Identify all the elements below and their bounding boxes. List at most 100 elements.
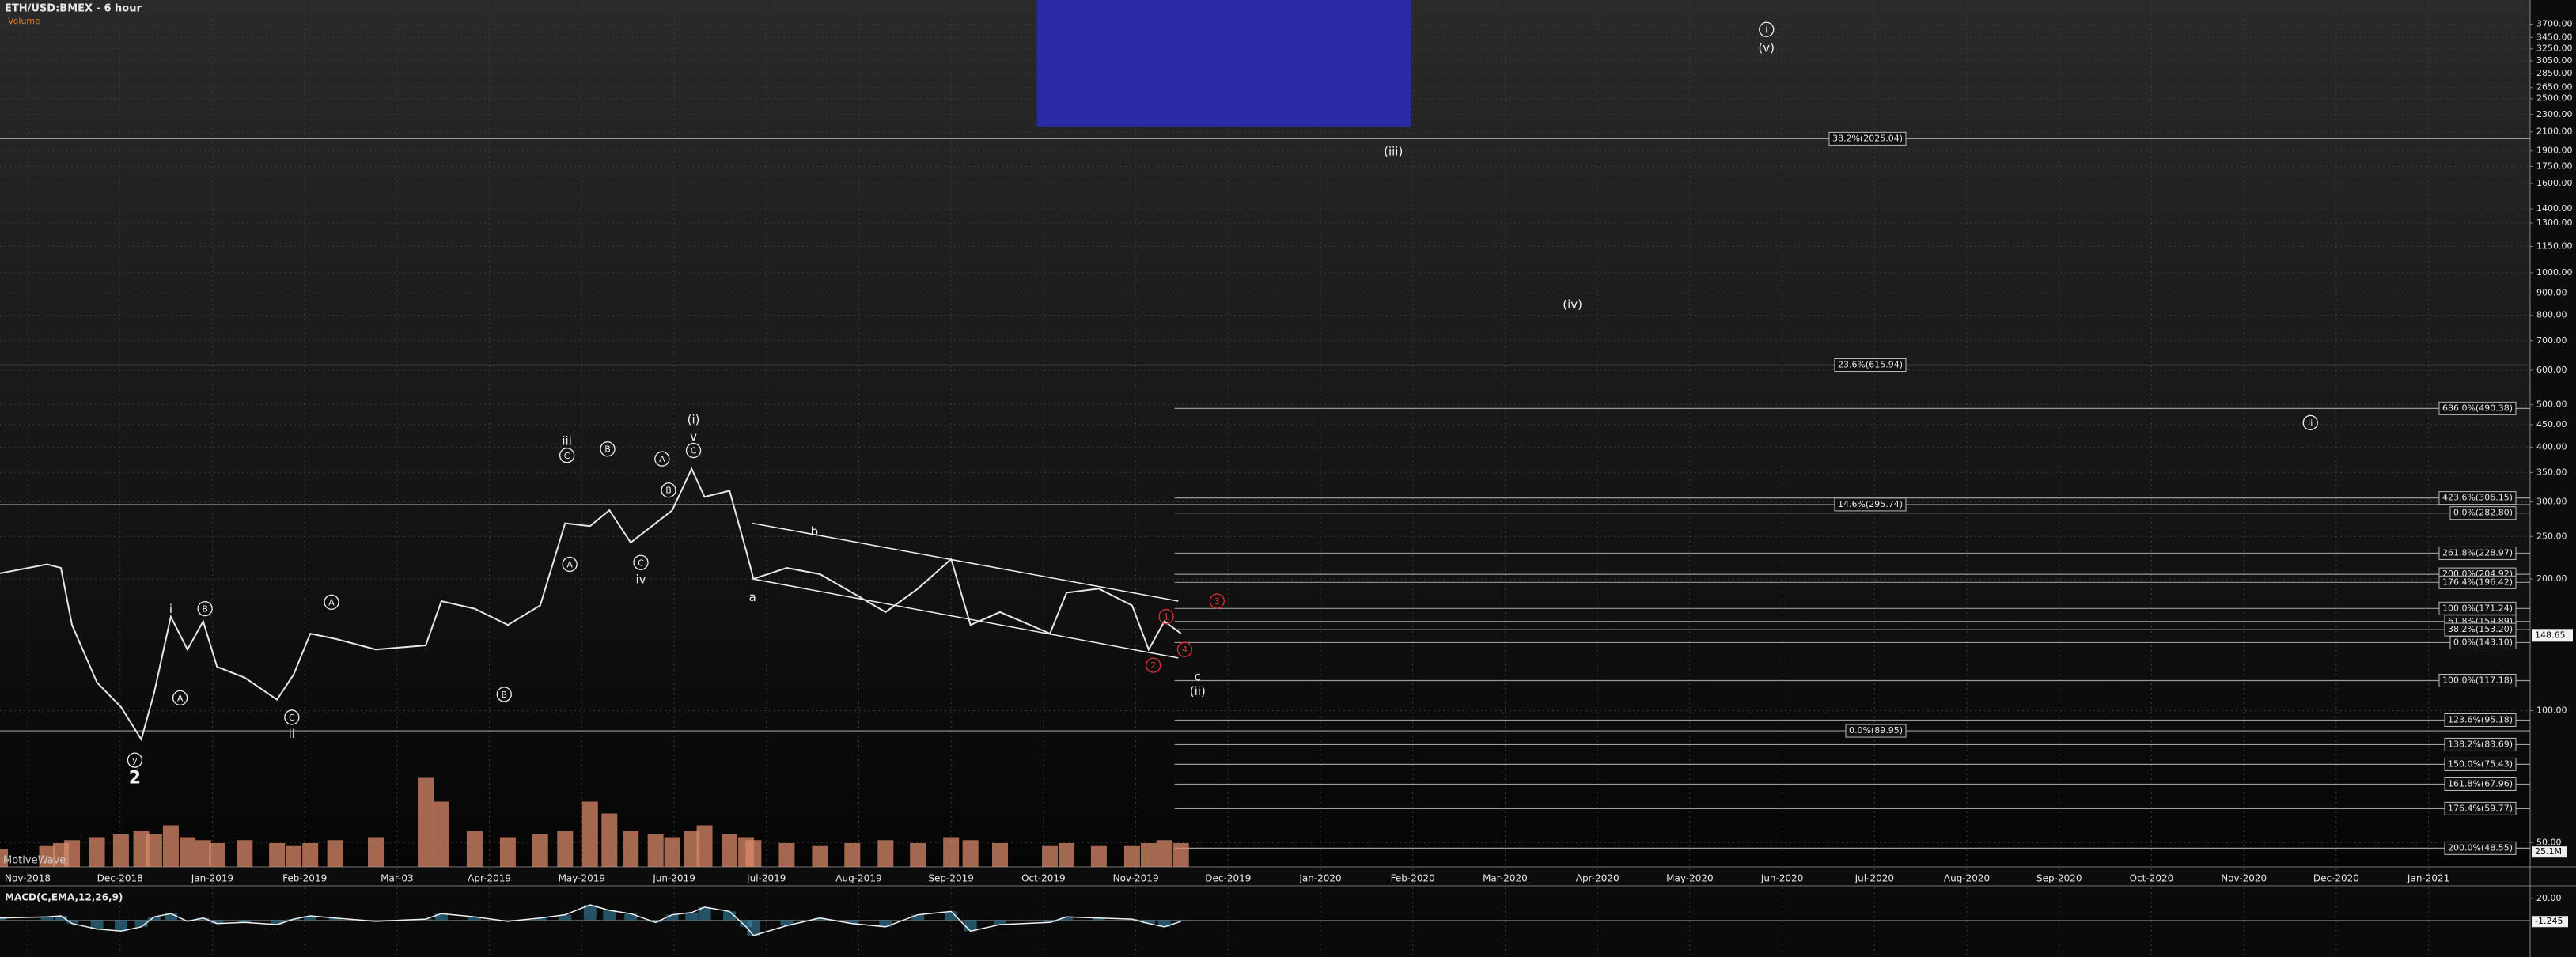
chart-subtitle: Volume — [8, 16, 40, 26]
y-tick-label: 1900.00 — [2536, 146, 2573, 156]
wave-label: ii — [289, 727, 295, 741]
x-tick-label: Aug-2019 — [835, 873, 881, 884]
y-tick-label: 200.00 — [2536, 573, 2567, 584]
y-tick-label: 1000.00 — [2536, 267, 2573, 278]
wave-label: C — [564, 451, 570, 461]
wave-circle — [600, 441, 616, 457]
wave-label: A — [177, 693, 184, 703]
volume-bar — [745, 840, 762, 867]
y-tick-label: 400.00 — [2536, 441, 2567, 452]
macd-title: MACD(C,EMA,12,26,9) — [5, 892, 123, 903]
fib-label-box — [1834, 358, 1907, 373]
macd-hist — [1060, 917, 1074, 921]
x-tick-label: Jul-2020 — [1854, 873, 1894, 884]
volume-bar — [943, 837, 960, 867]
wave-circle — [661, 482, 676, 498]
wave-circle — [1209, 593, 1225, 609]
wave-circle — [1158, 609, 1174, 625]
macd-hist — [134, 920, 148, 927]
volume-bar — [778, 843, 795, 867]
fib-label: 38.2%(153.20) — [2448, 624, 2513, 634]
volume-bar — [696, 825, 713, 867]
macd-hist — [780, 920, 794, 926]
watermark: MotiveWave — [3, 855, 66, 867]
wave-label: C — [691, 446, 697, 456]
fib-label-box — [2449, 506, 2517, 520]
wave-label: 4 — [1182, 645, 1188, 655]
volume-bar — [162, 825, 179, 867]
volume-bar — [532, 834, 548, 867]
volume-bar — [1059, 843, 1075, 867]
volume-bar — [133, 831, 150, 867]
x-tick-label: Apr-2020 — [1576, 873, 1619, 884]
y-tick-label: 2650.00 — [2536, 82, 2573, 93]
macd-hist — [603, 910, 616, 921]
y-tick-label: 100.00 — [2536, 705, 2567, 716]
fib-label-box — [2449, 635, 2517, 649]
macd-last-label: -1.245 — [2535, 916, 2563, 926]
wave-label: (ii) — [1190, 684, 1206, 698]
volume-bar — [812, 845, 828, 867]
volume-tick-box — [2532, 846, 2567, 858]
macd-hist — [559, 914, 572, 921]
wave-label: 3 — [1214, 596, 1220, 607]
x-tick-label: Feb-2019 — [282, 873, 327, 884]
volume-bar — [1090, 845, 1107, 867]
wave-circle — [324, 594, 339, 610]
wave-circle — [172, 690, 188, 706]
macd-hist — [879, 920, 892, 927]
trendline — [752, 578, 1179, 659]
macd-hist — [911, 914, 925, 921]
fib-label-box — [2444, 841, 2517, 855]
macd-hist — [238, 920, 252, 923]
macd-hist — [434, 914, 448, 921]
x-tick-label: Jun-2019 — [652, 873, 695, 884]
price-line — [0, 467, 1182, 742]
y-tick-label: 2100.00 — [2536, 127, 2573, 137]
wave-label: C — [638, 558, 644, 568]
fib-label-box — [2438, 546, 2517, 560]
macd-line — [0, 904, 1182, 936]
volume-bar — [684, 831, 700, 867]
wave-label: c — [1195, 669, 1201, 683]
wave-label: B — [665, 486, 672, 496]
fib-label: 261.8%(228.97) — [2442, 547, 2513, 558]
wave-label: 2 — [1150, 660, 1156, 671]
y-tick-label: 3450.00 — [2536, 32, 2573, 42]
volume-bar — [623, 831, 639, 867]
macd-hist — [468, 917, 481, 921]
volume-bar — [499, 837, 516, 867]
wave-label: A — [659, 454, 665, 464]
volume-bar — [466, 831, 483, 867]
wave-label: A — [328, 597, 335, 607]
volume-bar — [269, 843, 286, 867]
volume-bar — [327, 840, 343, 867]
macd-hist — [1157, 920, 1171, 927]
fib-label: 38.2%(2025.04) — [1832, 133, 1903, 143]
volume-bar — [877, 840, 894, 867]
volume-bar — [195, 840, 211, 867]
wave-label: (v) — [1758, 40, 1775, 55]
x-tick-label: Jan-2020 — [1298, 873, 1341, 884]
x-tick-label: Mar-2020 — [1483, 873, 1528, 884]
y-tick-label: 2850.00 — [2536, 68, 2573, 78]
wave-circle — [1176, 641, 1193, 657]
volume-bar — [722, 834, 738, 867]
volume-bar — [368, 837, 385, 867]
macd-hist — [90, 920, 104, 929]
macd-hist — [665, 914, 679, 921]
chart-title: ETH/USD:BMEX - 6 hour — [5, 3, 142, 15]
fib-label: 161.8%(67.96) — [2448, 778, 2513, 789]
macd-hist — [583, 905, 597, 921]
volume-bar — [557, 831, 574, 867]
volume-bar — [1140, 843, 1157, 867]
wave-circle — [127, 752, 143, 768]
volume-bar — [844, 843, 861, 867]
macd-hist — [723, 911, 737, 921]
fib-label: 176.4%(59.77) — [2448, 803, 2513, 813]
wave-label: v — [690, 429, 697, 444]
y-tick-label: 50.00 — [2536, 837, 2562, 847]
fib-label: 686.0%(490.38) — [2442, 403, 2513, 413]
fib-label: 0.0%(143.10) — [2453, 637, 2513, 647]
